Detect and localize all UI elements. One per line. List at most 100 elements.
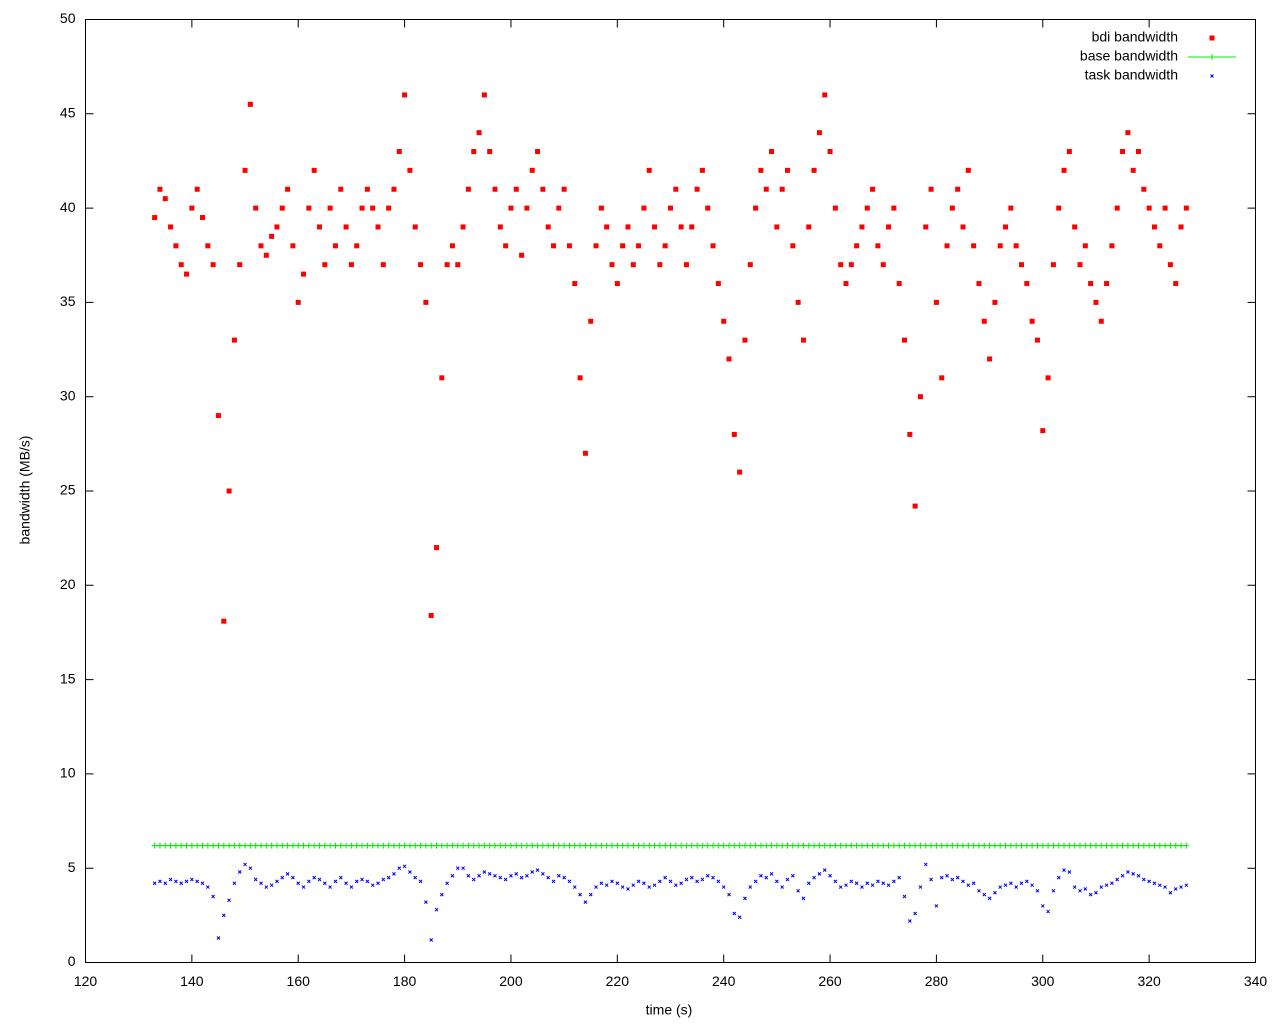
point [917, 394, 923, 400]
point [609, 842, 615, 849]
point [471, 877, 476, 882]
point [305, 842, 312, 849]
point [178, 842, 185, 849]
point [875, 243, 881, 249]
point [683, 842, 690, 849]
point [1046, 909, 1050, 914]
point [673, 883, 678, 888]
point [354, 243, 360, 249]
point [317, 224, 322, 230]
point [273, 842, 280, 849]
point [965, 842, 972, 849]
point [933, 299, 939, 305]
point [481, 92, 487, 98]
point [785, 877, 790, 882]
point [1151, 842, 1158, 849]
point [688, 842, 695, 849]
point [1109, 243, 1115, 249]
point [232, 881, 237, 886]
point [710, 842, 717, 849]
point [461, 866, 465, 871]
point [880, 842, 887, 849]
point [259, 881, 263, 886]
point [975, 842, 982, 849]
point [747, 842, 754, 849]
point [507, 842, 514, 849]
point [642, 881, 646, 886]
point [774, 224, 780, 230]
point [976, 281, 982, 287]
point [816, 842, 823, 849]
point [822, 868, 827, 872]
point [279, 842, 286, 849]
point [1077, 262, 1083, 268]
point [343, 224, 349, 230]
point [1018, 842, 1025, 849]
point [1093, 299, 1099, 305]
series [152, 862, 1189, 942]
point [401, 842, 408, 849]
point [928, 186, 934, 192]
point [896, 842, 903, 849]
point [1024, 281, 1030, 287]
point [434, 545, 439, 551]
y-tick-label: 25 [60, 482, 76, 498]
point [741, 842, 748, 849]
point [253, 877, 258, 882]
point [184, 879, 189, 884]
point [939, 375, 945, 381]
point [268, 842, 275, 849]
point [620, 885, 625, 889]
point [705, 205, 711, 211]
point [689, 875, 694, 880]
point [944, 243, 950, 249]
point [811, 167, 817, 173]
point [173, 243, 179, 249]
point [849, 879, 854, 884]
point [938, 842, 945, 849]
point [450, 873, 455, 878]
point [667, 842, 674, 849]
point [960, 224, 966, 230]
point [252, 842, 259, 849]
point [514, 872, 519, 876]
point [689, 224, 695, 230]
point [1178, 224, 1184, 230]
point [577, 842, 584, 849]
point [566, 842, 573, 849]
point [806, 224, 812, 230]
point [237, 870, 242, 874]
x-tick-label: 160 [287, 973, 311, 989]
point [444, 262, 450, 268]
point [641, 205, 647, 211]
point [923, 862, 928, 867]
point [370, 205, 376, 211]
point [429, 938, 434, 942]
point [1108, 842, 1115, 849]
point [1030, 883, 1034, 888]
point [907, 431, 913, 437]
point [1157, 243, 1163, 249]
point [492, 842, 498, 849]
point [471, 149, 477, 155]
point [513, 186, 519, 192]
point [204, 842, 211, 849]
point [1099, 885, 1104, 889]
point [768, 842, 775, 849]
point [954, 842, 961, 849]
point [833, 879, 838, 884]
point [673, 186, 679, 192]
point [328, 885, 332, 889]
point [678, 224, 684, 230]
point [1130, 167, 1136, 173]
point [353, 842, 360, 849]
point [349, 885, 354, 889]
point [795, 842, 802, 849]
point [886, 883, 891, 888]
point [656, 842, 663, 849]
legend-marker [1209, 54, 1215, 60]
point [966, 883, 971, 888]
point [902, 894, 907, 899]
y-tick-label: 45 [60, 105, 76, 121]
point [970, 842, 977, 849]
